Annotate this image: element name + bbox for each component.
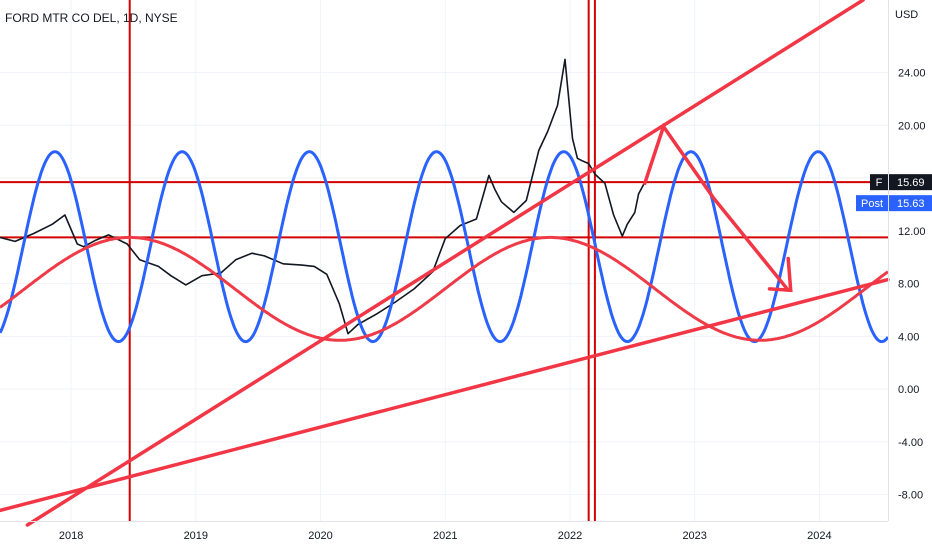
price-tags: F 15.69 Post 15.63: [856, 174, 932, 212]
last-price-tag-box: [889, 174, 932, 191]
chart-title: FORD MTR CO DEL, 1D, NYSE: [5, 11, 178, 25]
trend-line: [0, 277, 890, 513]
x-tick-label: 2019: [184, 530, 208, 542]
y-tick-label: -8.00: [898, 490, 923, 502]
y-tick-label: 4.00: [898, 331, 919, 343]
post-price-tag-box: [889, 195, 932, 212]
post-label-text: Post: [861, 198, 883, 210]
projection-arrowhead: [767, 256, 793, 293]
x-tick-label: 2021: [433, 530, 457, 542]
y-tick-label: 12.00: [898, 226, 926, 238]
x-axis: 2018 2019 2020 2021 2022 2023 2024: [59, 530, 832, 542]
long-cycle-wave: [0, 235, 889, 342]
y-tick-label: 0.00: [898, 384, 919, 396]
last-price-tag-text: 15.69: [897, 177, 925, 189]
y-tick-label: 20.00: [898, 120, 926, 132]
x-tick-label: 2023: [682, 530, 706, 542]
symbol-tag-box: [870, 174, 888, 191]
x-tick-label: 2018: [59, 530, 83, 542]
y-tick-label: -4.00: [898, 437, 923, 449]
x-tick-label: 2020: [308, 530, 332, 542]
post-price-tag-text: 15.63: [897, 198, 925, 210]
projection-path-line: [643, 122, 790, 292]
y-tick-label: 24.00: [898, 68, 926, 80]
plot-area: [0, 0, 890, 527]
currency-label: USD: [895, 9, 918, 21]
trend-line: [25, 0, 865, 527]
x-tick-label: 2024: [807, 530, 831, 542]
post-label-box: [856, 195, 888, 212]
symbol-tag-text: F: [876, 177, 883, 189]
price-line: [0, 58, 646, 335]
y-tick-label: 8.00: [898, 279, 919, 291]
x-tick-label: 2022: [558, 530, 582, 542]
